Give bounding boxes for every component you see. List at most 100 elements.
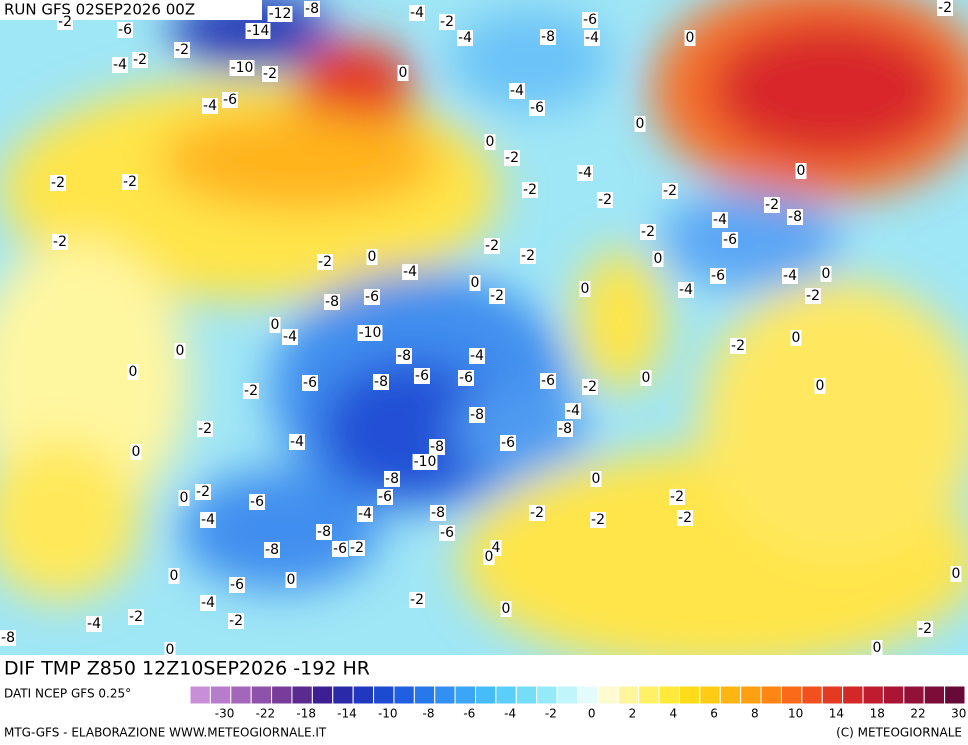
contour-label: -6 [230, 577, 244, 593]
contour-label: -6 [440, 525, 454, 541]
color-box [209, 685, 232, 705]
contour-label-bg [522, 182, 538, 198]
contour-label-bg [634, 116, 646, 132]
contour-label-bg [500, 601, 512, 617]
contour-label-bg [52, 234, 68, 250]
contour-label-bg [469, 275, 481, 291]
contour-label: -4 [470, 348, 484, 364]
contour-label-bg [529, 100, 545, 116]
contour-label: -8 [325, 294, 339, 310]
contour-label-bg [366, 249, 378, 265]
contour-label: -8 [470, 407, 484, 423]
contour-label: 0 [581, 281, 590, 297]
contour-label: -2 [129, 609, 143, 625]
color-box [699, 685, 721, 705]
contour-label-bg [178, 490, 190, 506]
contour-label: 0 [636, 116, 645, 132]
color-box [495, 685, 517, 705]
contour-label: 0 [399, 65, 408, 81]
contour-label-bg [50, 175, 66, 191]
contour-label-bg [289, 434, 305, 450]
contour-label: -2 [530, 505, 544, 521]
contour-label: -6 [723, 232, 737, 248]
color-box [658, 685, 680, 705]
contour-label-bg [730, 338, 746, 354]
contour-label: -2 [58, 14, 72, 30]
footer-left: MTG-GFS - ELABORAZIONE WWW.METEOGIORNALE… [4, 726, 327, 740]
color-box [373, 685, 395, 705]
color-box [454, 685, 477, 705]
contour-label: -14 [247, 23, 270, 39]
contour-label-bg [484, 238, 500, 254]
color-box [678, 685, 701, 705]
contour-label: -4 [283, 329, 297, 345]
contour-label: -8 [541, 29, 555, 45]
contour-label: -8 [1, 630, 15, 646]
contour-label-bg [950, 566, 962, 582]
contour-label-bg [409, 592, 425, 608]
contour-label: -8 [558, 421, 572, 437]
contour-label-bg [677, 510, 693, 526]
contour-label-bg [200, 595, 216, 611]
contour-label: 0 [368, 249, 377, 265]
contour-label-bg [484, 134, 496, 150]
contour-label-bg [469, 407, 485, 423]
contour-label-bg [489, 288, 505, 304]
contour-label-bg [262, 66, 278, 82]
contour-label-bg [130, 444, 142, 460]
contour-label-bg [764, 197, 780, 213]
contour-label: -2 [123, 174, 137, 190]
contour-label: 0 [471, 275, 480, 291]
contour-label-bg [112, 57, 128, 73]
contour-label-bg [565, 403, 581, 419]
color-box [332, 685, 354, 705]
contour-label-bg [662, 183, 678, 199]
contour-label-bg [304, 1, 320, 17]
contour-label: -2 [485, 238, 499, 254]
contour-label-bg [439, 525, 455, 541]
contour-label: -6 [415, 368, 429, 384]
contour-label: 0 [822, 266, 831, 282]
contour-label: -2 [765, 197, 779, 213]
contour-label-bg [174, 42, 190, 58]
legend-tick-label: 14 [829, 707, 844, 721]
contour-label-bg [871, 640, 883, 656]
color-box [760, 685, 782, 705]
contour-label-bg [795, 163, 807, 179]
color-box [250, 685, 273, 705]
contour-label: -6 [583, 12, 597, 28]
contour-label: 0 [797, 163, 806, 179]
contour-label-bg [267, 6, 293, 22]
contour-label-bg [937, 0, 953, 16]
contour-label: -2 [440, 14, 454, 30]
contour-label-bg [814, 378, 826, 394]
contour-label: -2 [51, 175, 65, 191]
color-box [311, 685, 334, 705]
contour-label: -2 [490, 288, 504, 304]
contour-label: -6 [118, 22, 132, 38]
contour-label-bg [0, 630, 16, 646]
contour-label-bg [504, 150, 520, 166]
contour-label: -2 [598, 192, 612, 208]
legend-tick-label: 18 [870, 707, 885, 721]
contour-label-bg [722, 232, 738, 248]
contour-label-bg [332, 541, 348, 557]
contour-label: -10 [359, 325, 382, 341]
contour-label: -4 [358, 506, 372, 522]
contour-label-bg [57, 14, 73, 30]
contour-label-bg [324, 294, 340, 310]
contour-label: -4 [403, 264, 417, 280]
contour-label: 0 [952, 566, 961, 582]
color-box [515, 685, 538, 705]
contour-label: -4 [713, 212, 727, 228]
contour-label: -2 [350, 540, 364, 556]
contour-label: -10 [231, 60, 254, 76]
temperature-field [0, 0, 968, 655]
contour-label: -2 [196, 484, 210, 500]
contour-label-bg [712, 212, 728, 228]
contour-label-bg [197, 421, 213, 437]
contour-label-bg [396, 348, 412, 364]
contour-label-bg [805, 288, 821, 304]
contour-label: 0 [180, 490, 189, 506]
